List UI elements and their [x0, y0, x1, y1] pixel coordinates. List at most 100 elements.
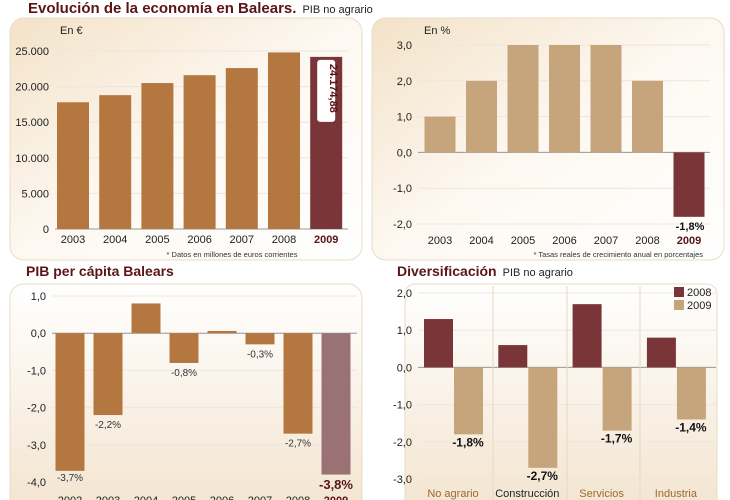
y-tick-label: -1,0: [27, 365, 46, 377]
chart3-title: PIB per cápita Balears: [26, 263, 174, 279]
x-tick-label: 2005: [145, 234, 169, 246]
chart2-unit: En %: [424, 25, 451, 37]
bar-2009-3: [676, 367, 706, 420]
x-tick-label: 2004: [134, 495, 158, 500]
bar-2005: [507, 45, 539, 153]
bar-2007: [225, 68, 258, 229]
x-tick-label: 2006: [187, 234, 211, 246]
bar-2009-1: [528, 367, 558, 468]
x-tick-label: 2009: [324, 495, 348, 500]
y-tick-label: 0,0: [31, 328, 46, 340]
bar-2007: [590, 45, 622, 153]
category-label: Construcción: [495, 488, 559, 500]
y-tick-label: 0: [43, 224, 49, 236]
x-tick-label: 2008: [286, 495, 310, 500]
bar-2008-1: [498, 345, 528, 368]
panel-4: [404, 283, 718, 500]
y-tick-label: -2,0: [393, 437, 412, 449]
y-tick-label: 15.000: [15, 117, 49, 129]
x-tick-label: 2003: [428, 235, 452, 247]
bar-2009: [321, 333, 351, 475]
y-tick-label: -3,0: [393, 474, 412, 486]
category-label: Industria: [655, 488, 698, 500]
legend-swatch-2008: [674, 287, 684, 297]
bar-2008-0: [424, 319, 453, 368]
bar-2003: [424, 116, 456, 153]
chart4-title: Diversificación: [397, 263, 497, 279]
x-tick-label: 2007: [248, 495, 272, 500]
x-tick-label: 2007: [594, 235, 618, 247]
x-tick-label: 2005: [511, 235, 535, 247]
x-tick-label: 2007: [230, 234, 254, 246]
y-tick-label: 1,0: [397, 325, 412, 337]
x-tick-label: 2006: [552, 235, 576, 247]
bar-2008: [268, 52, 300, 230]
x-tick-label: 2002: [58, 495, 82, 500]
bar-2008-2: [572, 304, 602, 368]
y-tick-label: 5.000: [21, 188, 49, 200]
y-tick-label: 1,0: [31, 291, 46, 303]
x-tick-label: 2006: [210, 495, 234, 500]
data-label: -0,8%: [171, 368, 197, 379]
legend-label: 2009: [687, 300, 711, 312]
data-label: -2,7%: [527, 469, 559, 483]
data-label: -3,7%: [57, 473, 83, 484]
x-tick-label: 2004: [103, 234, 127, 246]
data-label: -1,8%: [676, 221, 705, 233]
chart1-subtitle: PIB no agrario: [302, 4, 372, 16]
bar-2003: [57, 102, 89, 229]
x-tick-label: 2008: [272, 234, 296, 246]
x-tick-label: 2004: [469, 235, 493, 247]
y-tick-label: 10.000: [15, 153, 49, 165]
bar-2002: [55, 333, 85, 471]
bar-2003: [93, 333, 123, 416]
legend-swatch-2009: [674, 300, 684, 310]
bar-2004: [131, 303, 161, 334]
bar-2009: [673, 152, 705, 217]
panel-2: [371, 17, 725, 261]
category-label: Servicios: [579, 488, 624, 500]
legend-label: 2008: [687, 287, 711, 299]
chart2-footnote: * Tasas reales de crecimiento anual en p…: [533, 250, 703, 259]
data-label: -0,3%: [247, 349, 273, 360]
y-tick-label: 2,0: [397, 76, 412, 88]
chart1-unit: En €: [60, 25, 83, 37]
chart4-subtitle: PIB no agrario: [503, 267, 573, 279]
bar-2004: [466, 80, 497, 153]
data-label: -1,7%: [601, 432, 633, 446]
x-tick-label: 2003: [96, 495, 120, 500]
bar-2008-3: [646, 337, 676, 368]
bar-2006: [207, 330, 237, 334]
data-label: -2,7%: [285, 439, 311, 450]
bar-2008: [283, 333, 313, 434]
y-tick-label: 3,0: [397, 40, 412, 52]
bar-2009-0: [454, 367, 483, 435]
bar-2005: [169, 333, 199, 363]
bar-2009-2: [602, 367, 632, 431]
data-label: -2,2%: [95, 420, 121, 431]
bar-2006: [183, 75, 216, 229]
data-label: 24.174,88: [327, 64, 339, 113]
y-tick-label: -1,0: [393, 183, 412, 195]
x-tick-label: 2009: [314, 234, 338, 246]
bar-2008: [632, 80, 663, 153]
y-tick-label: 0,0: [397, 147, 412, 159]
data-label-bg: [317, 59, 336, 122]
category-label: No agrario: [427, 488, 478, 500]
bar-2005: [141, 83, 174, 229]
bar-2004: [99, 95, 132, 229]
y-tick-label: 20.000: [15, 82, 49, 94]
data-label: -3,8%: [319, 477, 353, 492]
y-tick-label: -2,0: [27, 403, 46, 415]
data-label: -1,4%: [675, 420, 707, 434]
y-tick-label: -3,0: [27, 440, 46, 452]
chart1-footnote: * Datos en millones de euros corrientes: [167, 250, 298, 259]
y-tick-label: 25.000: [15, 46, 49, 58]
x-tick-label: 2009: [677, 235, 701, 247]
data-label: -1,8%: [452, 435, 484, 449]
chart1-title: Evolución de la economía en Balears.: [28, 0, 296, 17]
y-tick-label: 0,0: [397, 362, 412, 374]
x-tick-label: 2003: [61, 234, 85, 246]
x-tick-label: 2005: [172, 495, 196, 500]
